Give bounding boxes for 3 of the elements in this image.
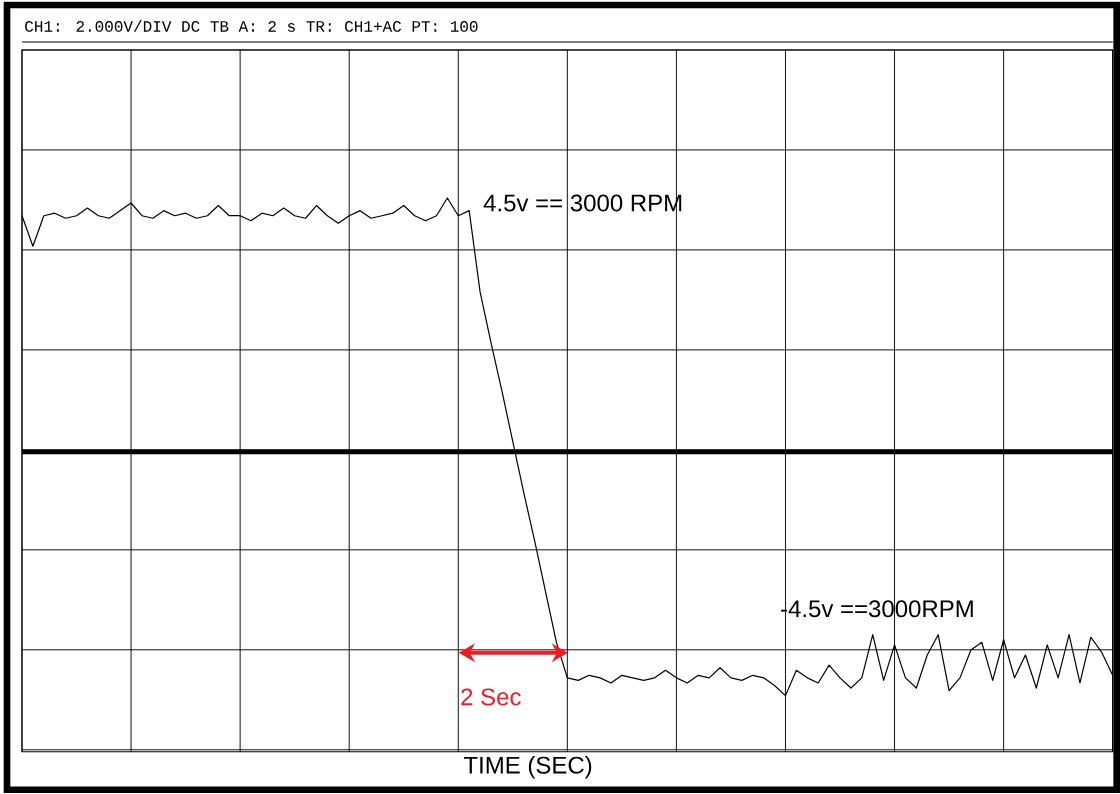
annotation: 2 Sec	[461, 688, 521, 706]
x-axis-title: TIME (SEC)	[463, 756, 592, 779]
chart-title: CH1: 2.000V/DIV DC TB A: 2 s TR: CH1+AC PT: 100	[25, 20, 478, 32]
